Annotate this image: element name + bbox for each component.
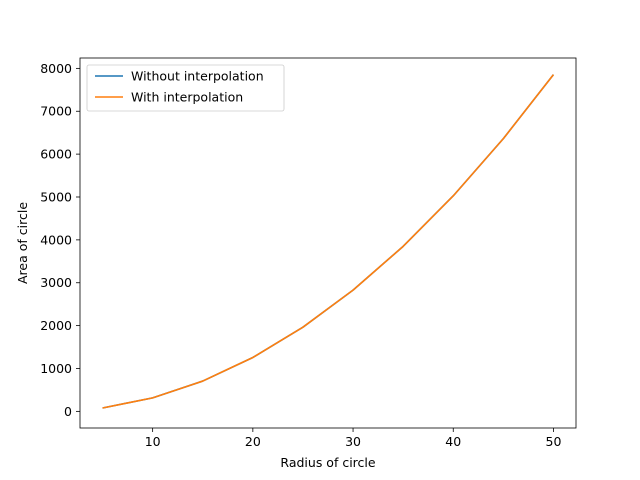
x-tick-label: 40 bbox=[445, 434, 461, 449]
plot-frame bbox=[79, 57, 577, 429]
series-layer bbox=[102, 74, 555, 409]
legend-label-with-interpolation: With interpolation bbox=[131, 90, 243, 105]
y-tick-label: 8000 bbox=[40, 61, 72, 76]
y-axis-label: Area of circle bbox=[15, 202, 30, 284]
y-tick-label: 0 bbox=[64, 404, 72, 419]
y-tick-label: 7000 bbox=[40, 104, 72, 119]
y-axis: 0 1000 2000 3000 4000 5000 6000 7000 8000 bbox=[40, 61, 80, 419]
y-tick-label: 6000 bbox=[40, 147, 72, 162]
legend: Without interpolation With interpolation bbox=[86, 64, 285, 112]
y-tick-label: 4000 bbox=[40, 232, 72, 247]
series-line-with-interpolation bbox=[102, 74, 555, 409]
y-tick-label: 1000 bbox=[40, 361, 72, 376]
x-axis-label: Radius of circle bbox=[280, 455, 375, 470]
y-tick-label: 2000 bbox=[40, 318, 72, 333]
y-tick-label: 5000 bbox=[40, 189, 72, 204]
legend-box bbox=[86, 64, 285, 112]
x-tick-label: 20 bbox=[245, 434, 261, 449]
legend-label-without-interpolation: Without interpolation bbox=[131, 69, 264, 84]
x-tick-label: 10 bbox=[145, 434, 161, 449]
x-tick-label: 50 bbox=[546, 434, 562, 449]
x-tick-label: 30 bbox=[345, 434, 361, 449]
y-tick-label: 3000 bbox=[40, 275, 72, 290]
x-axis: 10 20 30 40 50 bbox=[145, 428, 562, 449]
